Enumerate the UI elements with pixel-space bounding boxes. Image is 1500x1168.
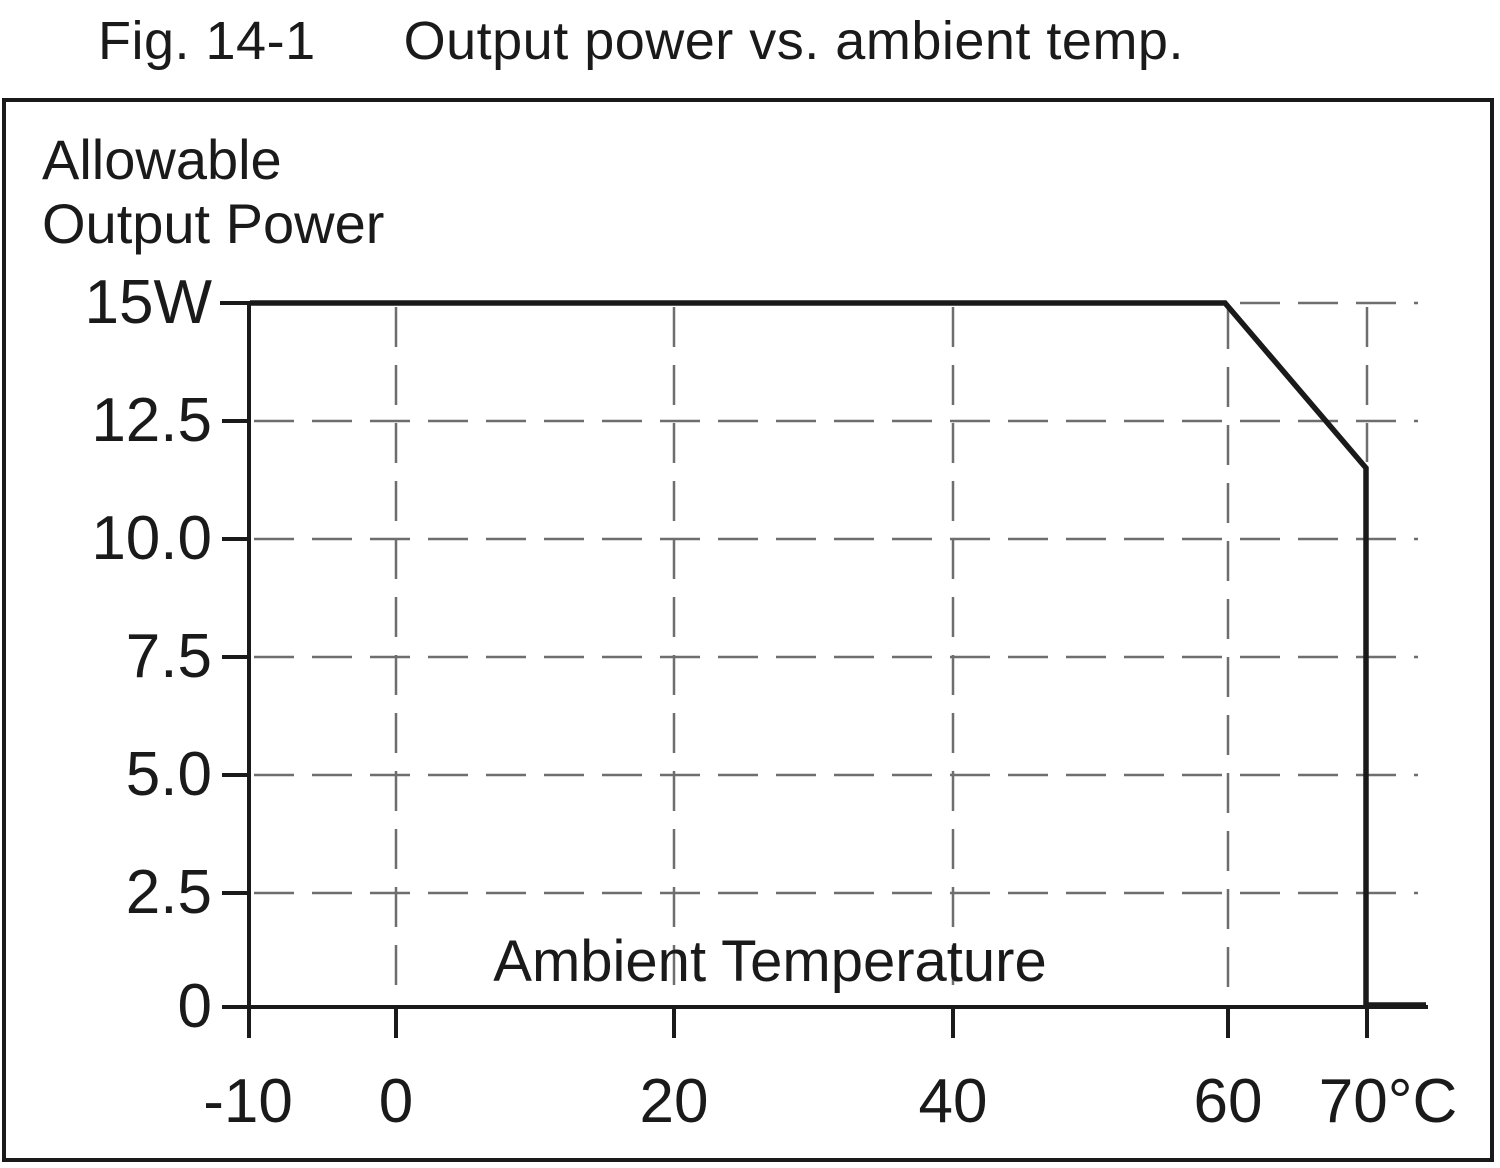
y-tick-marks [220,301,249,895]
y-tick-label-5-0: 5.0 [125,740,212,809]
x-tick-label-neg10: -10 [203,1067,293,1136]
figure-title-text: Output power vs. ambient temp. [403,11,1184,71]
grid-vertical [394,307,1369,1003]
x-axis-title: Ambient Temperature [493,929,1047,994]
y-tick-label-15w: 15W [84,268,212,337]
figure-title: Fig. 14-1 Output power vs. ambient temp. [98,10,1184,72]
y-axis-title: Allowable Output Power [42,128,384,256]
x-tick-label-40: 40 [918,1067,988,1136]
x-tick-label-0: 0 [378,1067,414,1136]
x-tick-label-60: 60 [1193,1067,1263,1136]
x-tick-label-70c: 70°C [1318,1067,1458,1136]
y-tick-label-10-0: 10.0 [91,504,212,573]
x-tick-label-20: 20 [639,1067,709,1136]
y-tick-label-12-5: 12.5 [91,386,212,455]
y-tick-label-0: 0 [177,972,212,1041]
data-line [250,300,1426,1008]
y-tick-label-7-5: 7.5 [125,622,212,691]
grid-horizontal [254,301,1418,895]
y-axis-title-line1: Allowable [42,128,282,191]
x-tick-marks [394,1007,1369,1038]
y-tick-label-2-5: 2.5 [125,858,212,927]
figure-number: Fig. 14-1 [98,11,316,71]
y-axis-title-line2: Output Power [42,192,385,255]
